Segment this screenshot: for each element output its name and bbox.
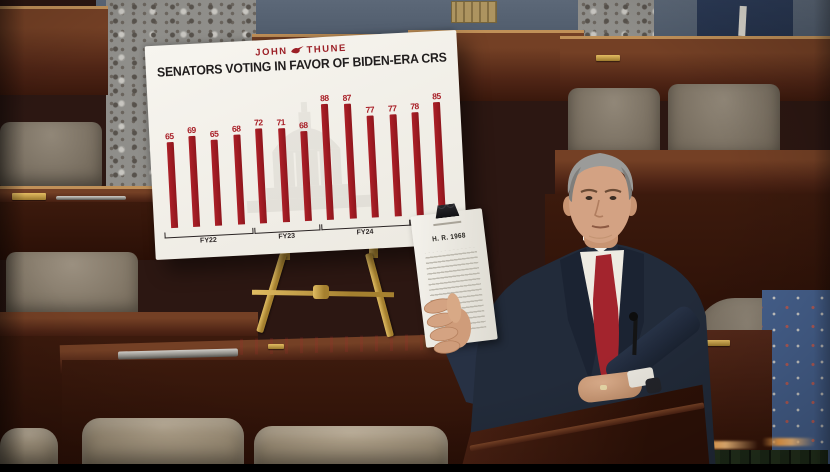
chart-bar-value: 88 <box>319 92 329 104</box>
chair-back-row-right-2 <box>668 84 780 162</box>
poster-board: JOHN THUNE SENATORS VOTING IN FAVOR OF BI… <box>144 29 468 261</box>
eye-left <box>585 196 593 200</box>
desk-front-left <box>0 202 162 260</box>
hair-side-right <box>621 167 632 200</box>
chair-back-row-right-1 <box>568 88 660 162</box>
gray-hair <box>567 153 634 194</box>
chart-bar <box>389 114 402 217</box>
floor-light-streak <box>686 441 758 449</box>
chart-bar-value: 65 <box>164 131 174 142</box>
desk-top-left <box>0 186 162 205</box>
document-heading: H. R. 1968 <box>431 232 467 244</box>
desk-top-mid-left <box>0 312 258 340</box>
chart-bar-value: 78 <box>410 101 420 112</box>
chart-bar-value: 77 <box>387 103 397 115</box>
desk-nameplate <box>596 55 620 61</box>
red-tie <box>593 254 619 384</box>
chart-bar <box>233 134 245 225</box>
wristwatch <box>644 376 663 395</box>
hand-holding-paper <box>423 293 471 354</box>
finger <box>429 326 459 342</box>
chart-bar <box>366 115 379 218</box>
nose <box>594 199 604 218</box>
poster-logo: JOHN THUNE <box>145 37 457 65</box>
mouth <box>591 225 610 229</box>
chart-bar-value: 68 <box>231 123 241 135</box>
chart-bar <box>321 103 335 220</box>
chart-bar-value: 68 <box>298 120 308 131</box>
easel-tray-knob <box>369 244 378 258</box>
greek-key-frieze <box>451 1 497 23</box>
chart-bar-value: 71 <box>276 117 286 128</box>
pheasant-icon <box>290 46 304 58</box>
microphone-tip <box>629 312 638 321</box>
chart-bar <box>188 135 201 228</box>
document-top-line <box>433 220 462 227</box>
chart-bar-value: 65 <box>209 128 219 140</box>
chart-bar-value: 85 <box>431 90 441 102</box>
chin-line <box>588 234 613 239</box>
ring <box>600 385 607 390</box>
desk-latch <box>268 344 284 349</box>
chart-bar <box>210 139 223 226</box>
floor-light-streak <box>762 438 816 446</box>
hair-side-left <box>568 167 581 202</box>
eyebrow-right <box>604 188 622 193</box>
desk-pen-tray <box>56 196 126 200</box>
finger <box>433 340 461 354</box>
letterbox-bar <box>0 464 830 472</box>
chart-bar-value: 69 <box>186 124 196 136</box>
chart-bar-value: 72 <box>253 117 263 128</box>
chart-bar <box>300 131 312 222</box>
chart-bar-value: 77 <box>365 104 375 116</box>
desk-back-left <box>0 6 108 95</box>
eyebrow-left <box>580 188 598 193</box>
chair-back-left-upper <box>0 122 102 188</box>
chart-bar <box>166 142 178 229</box>
foreground-chair <box>82 418 244 472</box>
book-row <box>680 450 828 465</box>
thumb <box>446 293 462 323</box>
desk-nameplate <box>700 340 730 346</box>
chair-back-left-lower <box>6 252 138 316</box>
chart-bar <box>255 128 268 224</box>
chart-bar <box>343 103 357 219</box>
eye-right <box>609 196 617 200</box>
chart-bar-value: 87 <box>342 92 352 104</box>
chart-bar <box>277 128 290 223</box>
easel-hub <box>313 285 329 299</box>
desk-nameplate <box>12 193 46 200</box>
head <box>569 161 631 243</box>
